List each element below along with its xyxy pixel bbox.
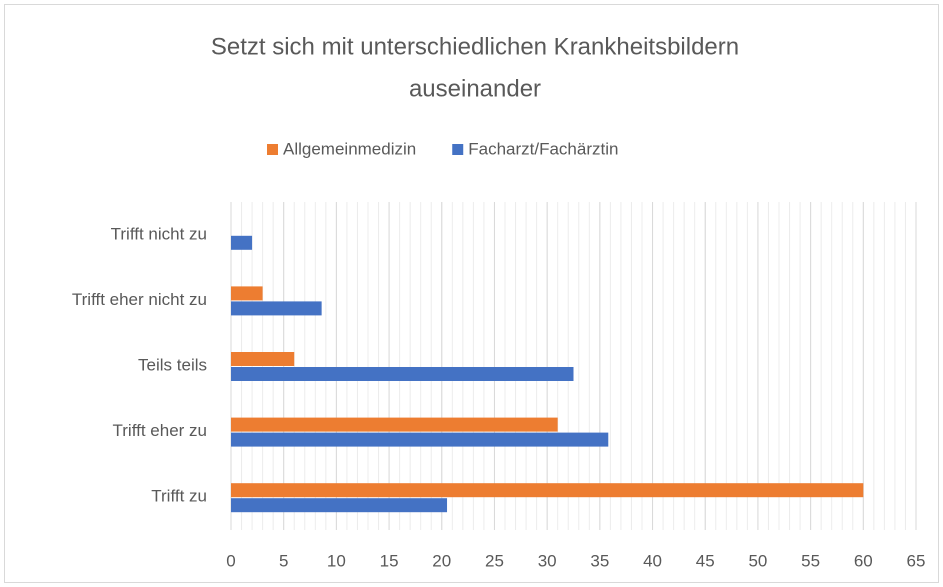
legend-swatch — [267, 144, 278, 155]
bar — [231, 352, 295, 366]
x-tick-label: 60 — [854, 551, 873, 570]
chart-title: Setzt sich mit unterschiedlichen Krankhe… — [211, 33, 739, 60]
y-tick-label: Teils teils — [138, 355, 207, 374]
bar — [231, 483, 864, 498]
y-tick-label: Trifft nicht zu — [111, 224, 207, 243]
x-tick-label: 10 — [327, 551, 346, 570]
x-tick-label: 40 — [643, 551, 662, 570]
y-tick-label: Trifft zu — [151, 487, 207, 506]
bar — [231, 417, 558, 432]
x-tick-label: 45 — [696, 551, 715, 570]
x-tick-label: 50 — [748, 551, 767, 570]
x-tick-label: 35 — [590, 551, 609, 570]
bar — [231, 498, 448, 513]
x-tick-label: 15 — [380, 551, 399, 570]
x-tick-label: 25 — [485, 551, 504, 570]
bar — [231, 235, 253, 250]
legend-label: Allgemeinmedizin — [283, 139, 416, 158]
bar — [231, 286, 263, 301]
x-tick-label: 5 — [279, 551, 288, 570]
bar — [231, 367, 574, 381]
y-tick-label: Trifft eher zu — [113, 421, 207, 440]
x-tick-label: 20 — [432, 551, 451, 570]
bar — [231, 301, 322, 316]
x-tick-label: 30 — [538, 551, 557, 570]
chart-title: auseinander — [409, 75, 541, 102]
legend-label: Facharzt/Fachärztin — [468, 139, 618, 158]
x-tick-label: 55 — [801, 551, 820, 570]
legend-swatch — [452, 144, 464, 155]
x-tick-label: 0 — [226, 551, 235, 570]
bar — [231, 432, 609, 447]
y-tick-label: Trifft eher nicht zu — [72, 290, 207, 309]
x-tick-label: 65 — [907, 551, 926, 570]
